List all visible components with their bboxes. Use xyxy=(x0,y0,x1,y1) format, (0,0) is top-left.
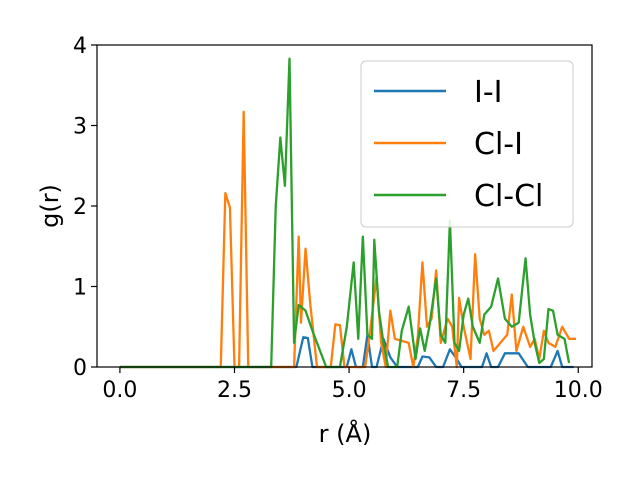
x-tick-label-2: 5.0 xyxy=(332,378,367,403)
x-tick-label-4: 10.0 xyxy=(554,378,603,403)
legend-label-0: I-I xyxy=(474,75,503,110)
x-tick-label-0: 0.0 xyxy=(102,378,137,403)
y-tick-label-4: 4 xyxy=(73,34,87,59)
x-tick-label-1: 2.5 xyxy=(217,378,252,403)
y-axis: 0 1 2 3 4 xyxy=(73,34,97,381)
legend-box xyxy=(360,60,574,228)
legend-label-2: Cl-Cl xyxy=(474,179,543,214)
y-tick-label-0: 0 xyxy=(73,356,87,381)
series-line-0 xyxy=(119,333,574,369)
y-axis-title: g(r) xyxy=(36,184,64,228)
series-line-1 xyxy=(119,110,576,369)
legend-label-1: Cl-I xyxy=(474,127,523,162)
series-layer xyxy=(119,57,576,369)
x-axis: 0.0 2.5 5.0 7.5 10.0 xyxy=(102,367,603,403)
legend: I-I Cl-I Cl-Cl xyxy=(360,60,574,228)
x-tick-label-3: 7.5 xyxy=(446,378,481,403)
x-axis-title: r (Å) xyxy=(319,419,372,448)
y-tick-label-2: 2 xyxy=(73,195,87,220)
y-tick-label-1: 1 xyxy=(73,276,87,301)
y-tick-label-3: 3 xyxy=(73,115,87,140)
series-line-2 xyxy=(119,57,571,369)
